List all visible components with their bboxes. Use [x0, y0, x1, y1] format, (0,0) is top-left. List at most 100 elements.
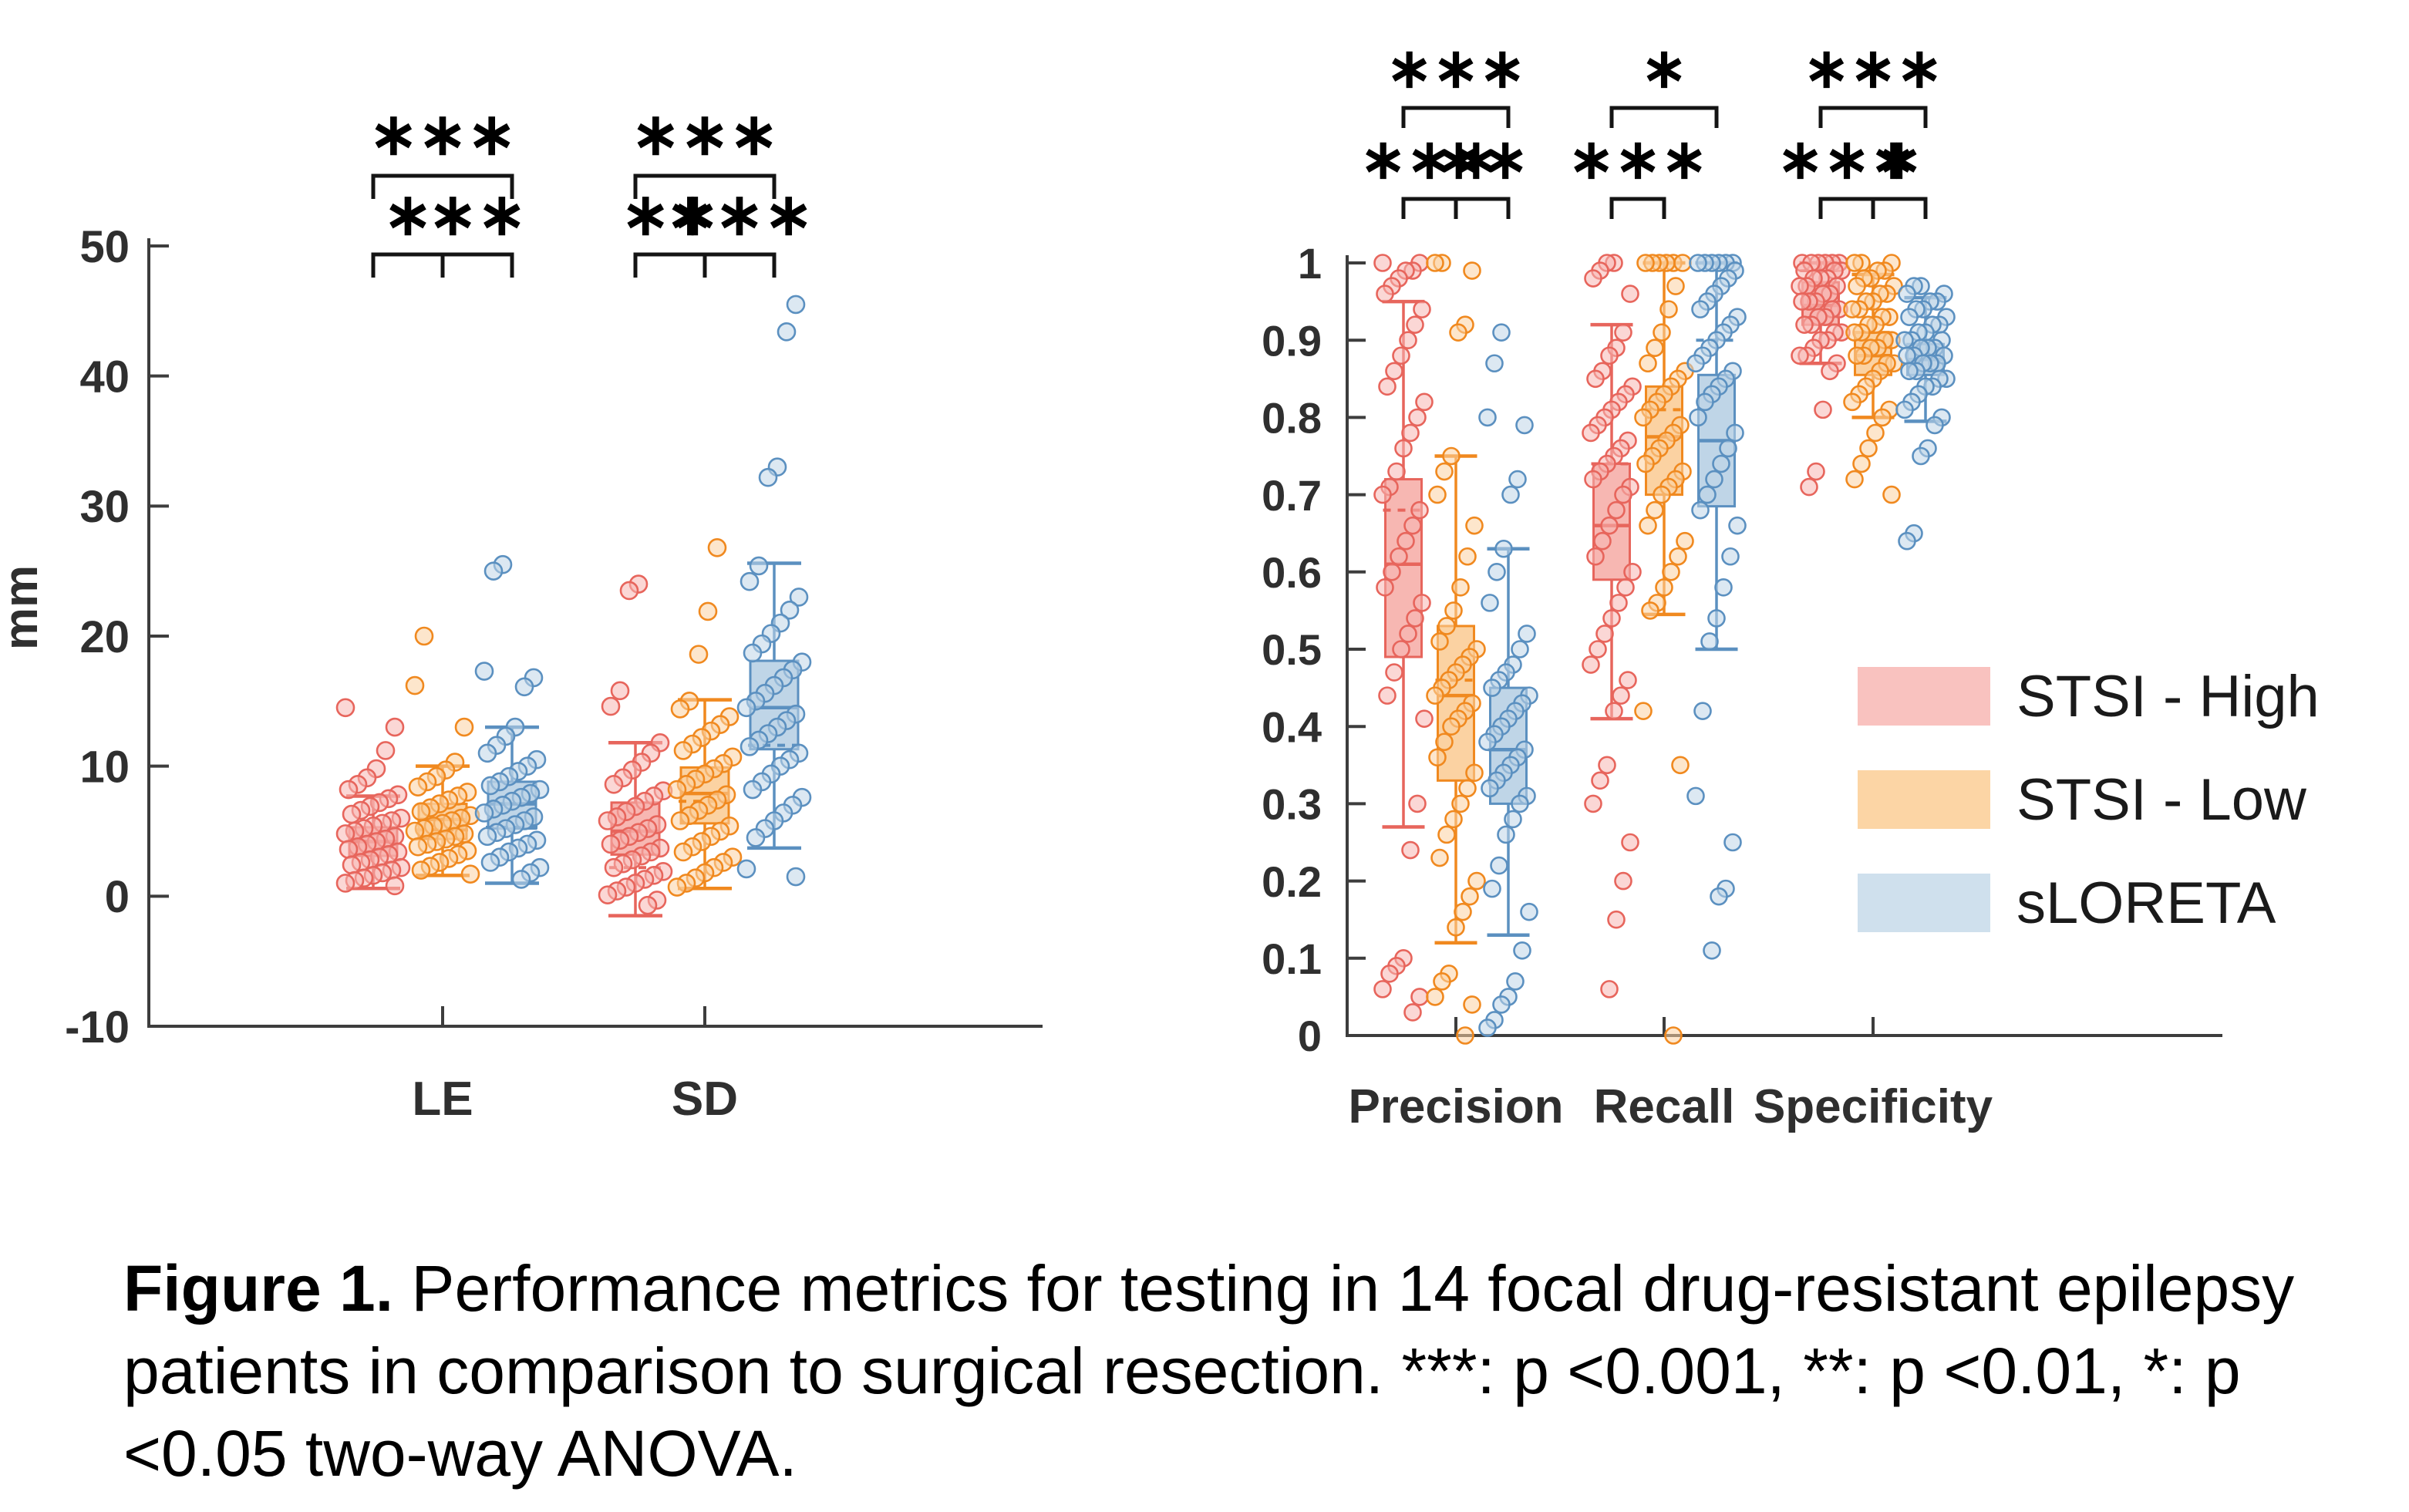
data-point	[1589, 640, 1607, 658]
data-point	[689, 645, 709, 664]
data-point	[740, 571, 760, 591]
data-point	[1490, 856, 1508, 875]
data-point	[1793, 292, 1811, 311]
data-point	[1497, 825, 1515, 844]
data-point	[1641, 601, 1659, 620]
data-point	[1845, 323, 1864, 342]
y-tick-label: 1	[1298, 239, 1322, 288]
data-point	[1646, 338, 1664, 358]
data-point	[1413, 300, 1431, 318]
data-point	[1848, 277, 1866, 295]
data-point	[385, 717, 405, 737]
data-point	[1659, 300, 1678, 318]
legend-swatch-stsi-high	[1858, 667, 1990, 726]
scatter-points	[474, 554, 550, 889]
data-point	[1478, 732, 1497, 752]
axes	[147, 238, 1043, 1028]
data-point	[1898, 531, 1916, 551]
significance-stars: ∗	[1876, 129, 1922, 190]
caption-line-2: patients in comparison to surgical resec…	[123, 1335, 2241, 1407]
data-point	[598, 811, 618, 830]
data-point	[1686, 786, 1705, 806]
data-point	[601, 834, 621, 854]
data-point	[1433, 972, 1451, 991]
significance-bracket	[440, 252, 514, 278]
data-point	[736, 859, 756, 879]
significance-stars: ∗∗∗	[665, 182, 813, 248]
data-point	[1485, 354, 1504, 373]
data-point	[1447, 918, 1465, 937]
caption-line-1: Figure 1. Performance metrics for testin…	[123, 1252, 2295, 1325]
data-point	[1435, 462, 1454, 481]
data-point	[1584, 794, 1602, 813]
box-Recall-high	[1582, 254, 1642, 998]
data-point	[1397, 531, 1415, 551]
data-point	[1612, 686, 1630, 705]
data-point	[1442, 446, 1461, 466]
data-point	[1492, 995, 1511, 1014]
data-point	[1621, 833, 1639, 852]
data-point	[1444, 810, 1463, 829]
data-point	[1602, 609, 1621, 628]
legend-item-stsi-high: STSI - High	[1858, 664, 2397, 729]
x-category-label: Specificity	[1754, 1080, 1993, 1133]
data-point	[1403, 1003, 1422, 1022]
data-point	[1636, 454, 1655, 473]
scatter-points	[405, 626, 480, 884]
significance-stars: ∗∗∗	[1777, 129, 1917, 190]
data-point	[1721, 547, 1740, 566]
data-point	[1508, 470, 1527, 489]
data-point	[601, 696, 621, 716]
data-point	[1666, 277, 1685, 295]
data-point	[408, 837, 428, 857]
scatter-points	[598, 574, 673, 915]
data-point	[1378, 686, 1397, 705]
significance-bracket	[371, 252, 445, 278]
data-point	[1646, 500, 1664, 520]
data-point	[1582, 655, 1600, 674]
data-point	[1428, 748, 1447, 767]
data-point	[1623, 562, 1642, 581]
significance-stars: ∗∗	[621, 182, 719, 248]
data-point	[1458, 547, 1477, 566]
data-point	[1401, 423, 1420, 443]
data-point	[480, 776, 500, 796]
scatter-points	[1373, 254, 1434, 1022]
data-point	[698, 601, 718, 621]
significance-stars: ∗∗∗	[1386, 38, 1526, 99]
data-point	[376, 741, 396, 760]
data-point	[411, 860, 431, 880]
data-point	[1463, 995, 1481, 1014]
data-point	[335, 824, 355, 844]
data-point	[1494, 539, 1513, 558]
data-point	[1653, 485, 1671, 504]
data-point	[758, 467, 778, 487]
data-point	[414, 626, 434, 646]
data-point	[1586, 547, 1605, 566]
scatter-points	[1582, 254, 1642, 998]
legend-item-sloreta: sLORETA	[1858, 870, 2397, 936]
box-Precision-low	[1426, 254, 1486, 1045]
caption-figure-number: Figure 1.	[123, 1252, 394, 1325]
data-point	[1406, 315, 1424, 334]
data-point	[1437, 825, 1456, 844]
data-point	[1609, 594, 1628, 612]
data-point	[1686, 354, 1705, 373]
data-point	[1465, 516, 1484, 535]
data-point	[1373, 254, 1392, 272]
x-category-label: Precision	[1348, 1080, 1563, 1133]
y-tick-label: 20	[79, 612, 130, 662]
significance-bracket	[1609, 197, 1666, 219]
data-point	[740, 737, 760, 756]
y-tick-label: 0.5	[1262, 625, 1322, 674]
y-tick-label: 0	[1298, 1012, 1322, 1060]
data-point	[335, 874, 355, 893]
data-point	[1653, 323, 1671, 342]
significance-bracket	[1401, 106, 1511, 128]
significance-stars: ∗∗	[1436, 129, 1529, 190]
data-point	[707, 538, 727, 557]
data-point	[604, 857, 624, 877]
data-point	[1707, 609, 1726, 628]
y-tick-label: 0.8	[1262, 394, 1322, 443]
